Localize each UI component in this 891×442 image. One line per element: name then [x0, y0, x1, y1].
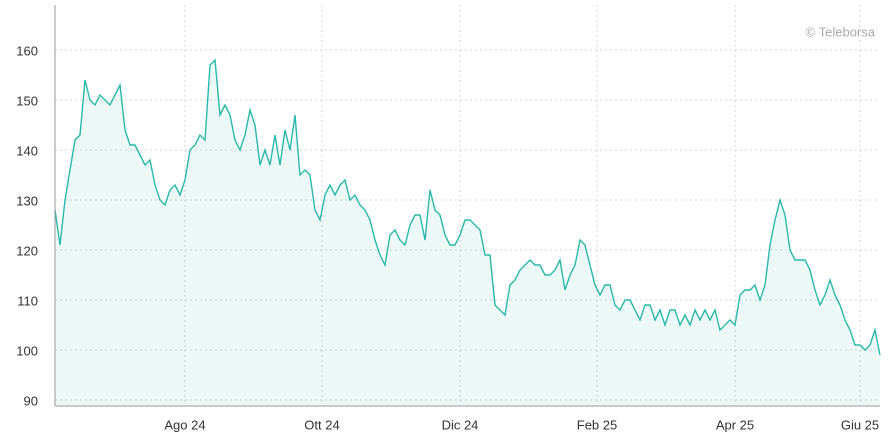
y-tick-label: 140 — [16, 143, 38, 158]
x-tick-label: Apr 25 — [716, 417, 754, 432]
line — [54, 58, 881, 356]
x-tick-label: Giu 25 — [841, 417, 879, 432]
x-tick-label: Feb 25 — [577, 417, 617, 432]
area — [55, 60, 880, 406]
y-tick-label: 120 — [16, 243, 38, 258]
x-tick-label: Ago 24 — [164, 417, 205, 432]
y-tick-label: 110 — [17, 293, 38, 308]
y-tick-label: 130 — [16, 193, 38, 208]
y-tick-label: 90 — [24, 393, 38, 408]
y-tick-label: 150 — [16, 93, 38, 108]
x-tick-label: Dic 24 — [442, 417, 479, 432]
y-tick-label: 160 — [16, 43, 38, 58]
watermark: © Teleborsa — [806, 24, 876, 39]
y-tick-label: 100 — [16, 343, 38, 358]
x-tick-label: Ott 24 — [304, 417, 339, 432]
